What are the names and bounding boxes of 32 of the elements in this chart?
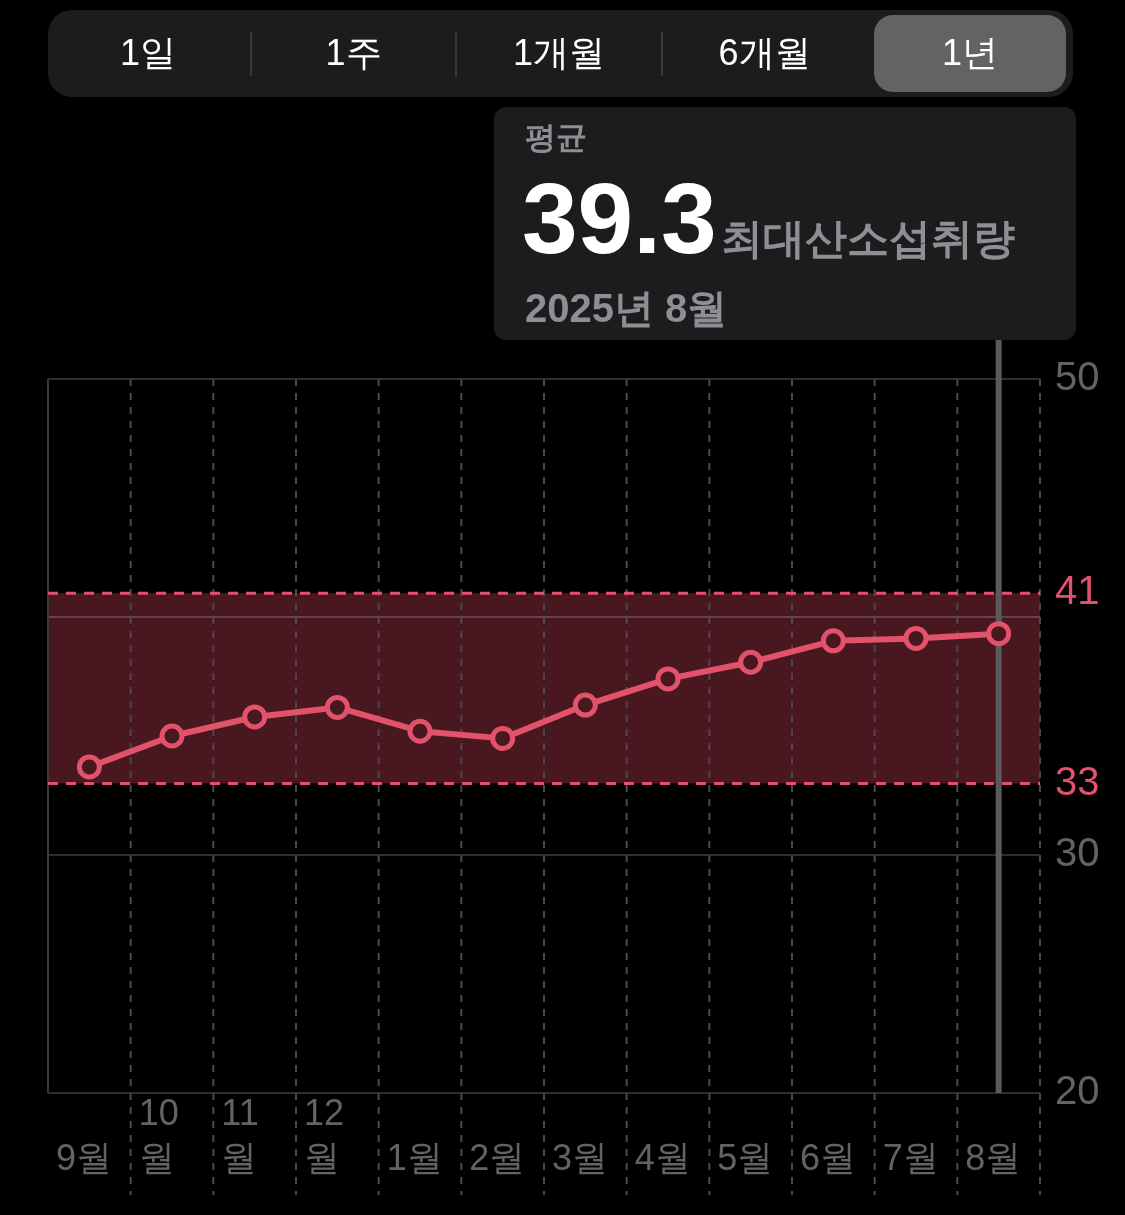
point: [490, 725, 516, 751]
x-tick-label: 11월: [221, 1091, 259, 1178]
x-tick-label: 6월: [800, 1136, 857, 1178]
x-tick-label: 7월: [882, 1136, 939, 1178]
point: [738, 649, 764, 675]
y-tick-label: 50: [1055, 354, 1100, 399]
x-tick-label: 8월: [965, 1136, 1022, 1178]
x-tick-label: 9월: [56, 1136, 113, 1178]
point: [572, 692, 598, 718]
x-tick-label: 4월: [634, 1136, 691, 1178]
point: [820, 628, 846, 654]
point: [324, 694, 350, 720]
x-tick-label: 2월: [469, 1136, 526, 1178]
segmented-control: 1일 1주 1개월 6개월 1년: [48, 10, 1073, 97]
point: [986, 621, 1012, 647]
ref-line-label: 41: [1055, 568, 1100, 613]
point: [903, 625, 929, 651]
ref-line-label: 33: [1055, 758, 1100, 803]
point: [655, 666, 681, 692]
x-tick-label: 12월: [304, 1091, 345, 1178]
x-tick-label: 1월: [386, 1136, 443, 1178]
point: [407, 718, 433, 744]
x-tick-label: 3월: [552, 1136, 609, 1178]
y-tick-label: 30: [1055, 830, 1100, 875]
tooltip-card: 평균 39.3 최대산소섭취량 2025년 8월: [494, 107, 1076, 340]
point: [76, 754, 102, 780]
x-tick-label: 10월: [138, 1091, 179, 1178]
x-tick-label: 5월: [717, 1136, 774, 1178]
point: [242, 704, 268, 730]
selected-tab: 1년: [874, 15, 1066, 92]
point: [159, 723, 185, 749]
y-tick-label: 20: [1055, 1068, 1100, 1113]
